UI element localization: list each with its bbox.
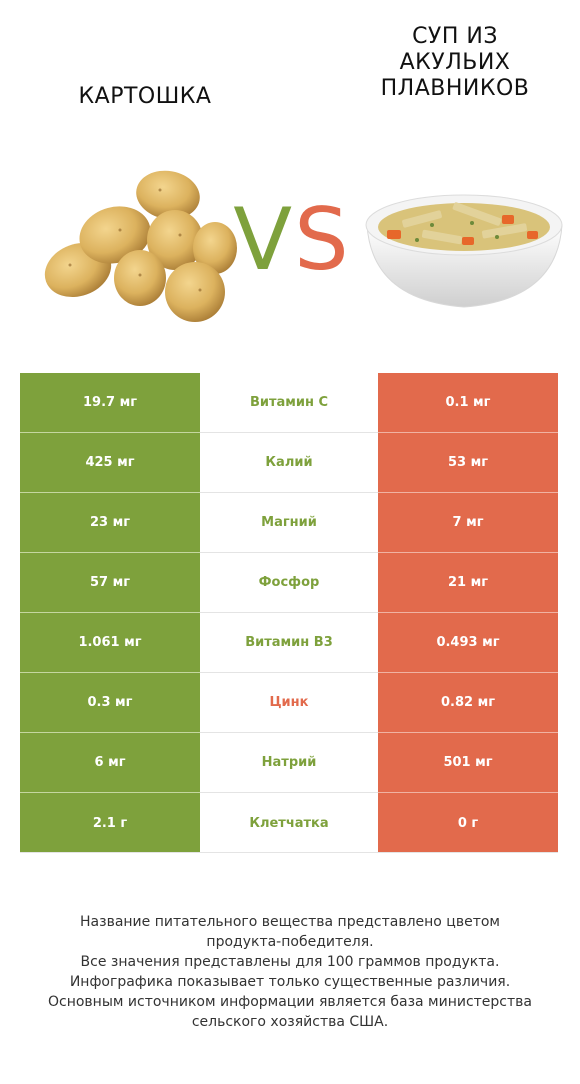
right-value: 501 мг (378, 733, 558, 793)
nutrient-name: Клетчатка (200, 793, 378, 853)
right-value: 21 мг (378, 553, 558, 613)
right-value: 0.82 мг (378, 673, 558, 733)
nutrient-name: Цинк (200, 673, 378, 733)
right-title-line: АКУЛЬИХ (399, 50, 511, 75)
table-row: 1.061 мг Витамин B3 0.493 мг (20, 613, 558, 673)
right-product-title: СУП ИЗ АКУЛЬИХ ПЛАВНИКОВ (340, 24, 570, 102)
right-value: 7 мг (378, 493, 558, 553)
right-value: 53 мг (378, 433, 558, 493)
vs-v: V (233, 190, 295, 290)
footer-line: Название питательного вещества представл… (80, 914, 500, 930)
table-row: 57 мг Фосфор 21 мг (20, 553, 558, 613)
right-value: 0.1 мг (378, 373, 558, 433)
table-row: 19.7 мг Витамин C 0.1 мг (20, 373, 558, 433)
footer-line: Основным источником информации является … (48, 994, 532, 1010)
nutrient-name: Калий (200, 433, 378, 493)
left-value: 19.7 мг (20, 373, 200, 433)
table-row: 0.3 мг Цинк 0.82 мг (20, 673, 558, 733)
left-value: 23 мг (20, 493, 200, 553)
comparison-table: 19.7 мг Витамин C 0.1 мг 425 мг Калий 53 мг 23… (20, 373, 558, 853)
left-value: 57 мг (20, 553, 200, 613)
nutrient-name: Витамин B3 (200, 613, 378, 673)
nutrient-name: Магний (200, 493, 378, 553)
nutrient-name: Витамин C (200, 373, 378, 433)
footer-line: продукта-победителя. (206, 934, 374, 950)
vs-label: VS (222, 190, 362, 290)
right-title-line: ПЛАВНИКОВ (380, 76, 530, 101)
footer-line: Инфографика показывает только существенн… (69, 974, 511, 990)
table-divider (20, 852, 558, 853)
footer-notes: Название питательного вещества представл… (0, 912, 580, 1032)
left-product-title: КАРТОШКА (78, 84, 212, 109)
right-value: 0 г (378, 793, 558, 853)
left-value: 0.3 мг (20, 673, 200, 733)
left-value: 2.1 г (20, 793, 200, 853)
table-row: 425 мг Калий 53 мг (20, 433, 558, 493)
left-value: 1.061 мг (20, 613, 200, 673)
table-row: 6 мг Натрий 501 мг (20, 733, 558, 793)
potato-image (44, 170, 237, 322)
soup-bowl-image (365, 194, 563, 308)
nutrient-name: Фосфор (200, 553, 378, 613)
footer-line: сельского хозяйства США. (191, 1014, 389, 1030)
right-value: 0.493 мг (378, 613, 558, 673)
vs-s: S (294, 190, 351, 290)
right-title-line: СУП ИЗ (412, 24, 498, 49)
nutrient-name: Натрий (200, 733, 378, 793)
table-row: 23 мг Магний 7 мг (20, 493, 558, 553)
footer-line: Все значения представлены для 100 граммо… (80, 954, 500, 970)
left-value: 425 мг (20, 433, 200, 493)
left-value: 6 мг (20, 733, 200, 793)
table-row: 2.1 г Клетчатка 0 г (20, 793, 558, 853)
